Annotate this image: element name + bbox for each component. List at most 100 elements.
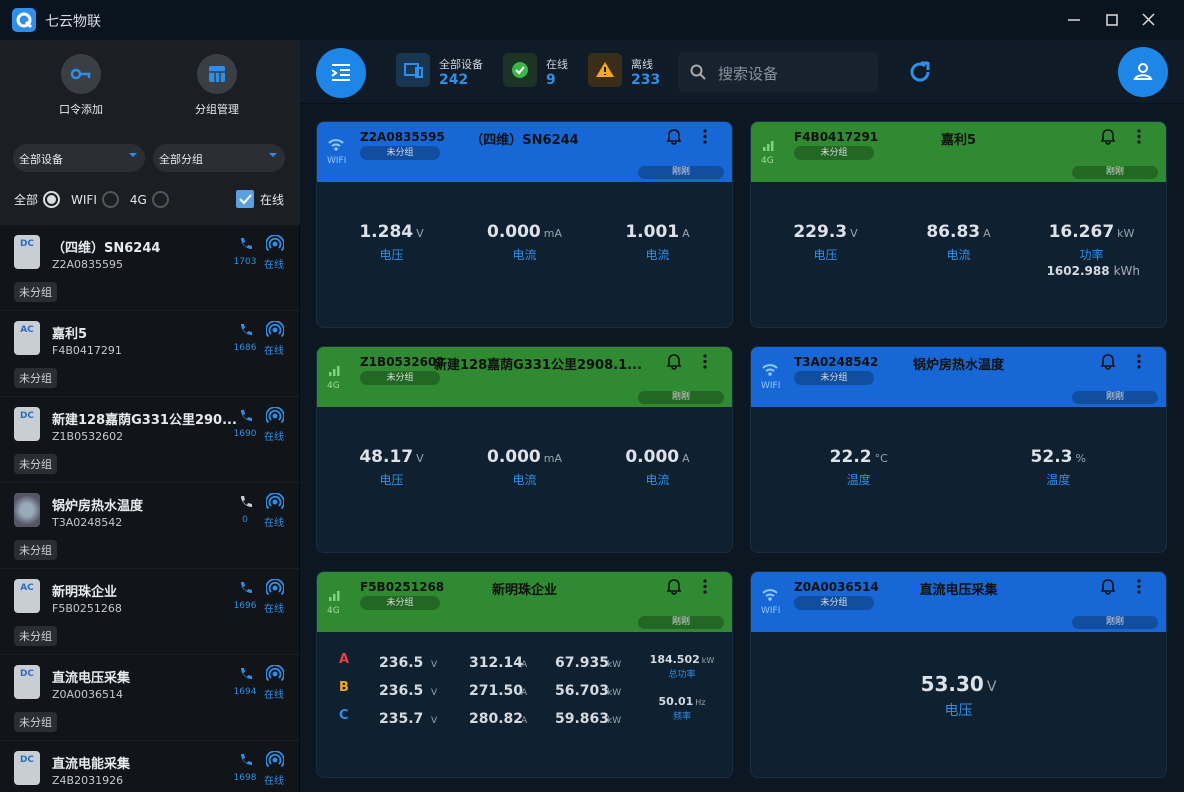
stat-value: 9 <box>546 72 556 88</box>
card-header: WIFI T3A0248542 锅炉房热水温度 未分组 刚刚 <box>751 347 1166 407</box>
network-label: WIFI <box>761 606 781 616</box>
online-checkbox[interactable]: 在线 <box>236 190 284 208</box>
device-name: 新明珠企业 <box>52 585 118 600</box>
metric-label: 电流 <box>512 248 537 262</box>
metric-value-line: 52.3% <box>959 447 1159 467</box>
metric-value: 53.30 <box>920 672 984 696</box>
group-filter[interactable]: 全部分组 <box>153 144 285 172</box>
card-body: 48.17 V 电压 0.000 mA 电流 0.000 A 电流 <box>317 407 732 552</box>
network-icon <box>327 587 345 607</box>
group-tag: 未分组 <box>14 454 57 474</box>
more-icon <box>702 353 708 374</box>
metric-label: 电压 <box>379 473 404 487</box>
call-icon <box>238 752 254 772</box>
summary-metric: 50.01 Hz 频率 <box>637 690 727 722</box>
metric: 229.3 V 电压 <box>759 222 892 263</box>
network-label: WIFI <box>327 156 347 166</box>
stat-label: 在线 <box>546 58 568 71</box>
device-name: 直流电能采集 <box>52 757 131 772</box>
network-icon <box>761 587 779 607</box>
refresh-button[interactable] <box>906 58 934 86</box>
metric-value: 1.001 <box>625 222 680 242</box>
metric-value: 52.3 <box>1030 447 1073 467</box>
device-id: Z2A0835595 <box>360 130 445 144</box>
radio[interactable] <box>151 191 169 208</box>
device-card[interactable]: 4G F5B0251268 新明珠企业 未分组 刚刚 A 236.5 V 312.14A 67.9… <box>316 571 733 778</box>
device-status: 在线 <box>264 260 284 271</box>
device-status: 在线 <box>264 346 284 357</box>
network-icon <box>327 137 345 157</box>
device-badge: AC <box>14 321 40 355</box>
search-box[interactable]: 搜索设备 <box>678 52 878 92</box>
group-manage-label[interactable]: 分组管理 <box>195 103 239 116</box>
metric-value-line: 48.17 V <box>325 447 458 467</box>
phase-value: 280.82A <box>469 708 551 727</box>
network-label: 4G <box>761 156 774 166</box>
call-icon <box>238 494 254 514</box>
unit: V <box>431 688 438 698</box>
device-id: F4B0417291 <box>794 130 879 144</box>
dropdown-arrow <box>269 153 277 161</box>
more-icon <box>1136 128 1142 149</box>
stat: 在线 9 <box>503 53 568 91</box>
device-item[interactable]: 锅炉房热水温度 T3A0248542 0 在线 未分组 <box>0 483 300 569</box>
device-id: F5B0251268 <box>52 602 122 615</box>
value: 236.5 <box>379 683 424 699</box>
device-id: Z4B2031926 <box>52 774 124 787</box>
metric: 1.284 V 电压 <box>325 222 458 263</box>
checkbox-label: 在线 <box>260 192 285 207</box>
stat-icon <box>396 53 430 91</box>
metric-value: 16.267 <box>1048 222 1115 242</box>
group-manage-icon[interactable] <box>197 54 237 94</box>
menu-toggle[interactable] <box>316 48 366 98</box>
device-item[interactable]: DC 直流电能采集 Z4B2031926 1698 在线 <box>0 741 300 792</box>
bell-icon <box>666 578 682 599</box>
device-item[interactable]: AC 嘉利5 F4B0417291 1686 在线 未分组 <box>0 311 300 397</box>
device-item[interactable]: DC 直流电压采集 Z0A0036514 1694 在线 未分组 <box>0 655 300 741</box>
device-item[interactable]: AC 新明珠企业 F5B0251268 1696 在线 未分组 <box>0 569 300 655</box>
device-card[interactable]: 4G F4B0417291 嘉利5 未分组 刚刚 229.3 V 电压 86.83 A 电流 16.2… <box>750 121 1167 328</box>
user-button[interactable] <box>1118 47 1168 97</box>
group-tag: 未分组 <box>14 626 57 646</box>
device-badge: AC <box>14 579 40 613</box>
password-add-icon[interactable] <box>61 54 101 94</box>
device-card[interactable]: WIFI Z0A0036514 直流电压采集 未分组 刚刚 53.30 V 电压 <box>750 571 1167 778</box>
device-card[interactable]: WIFI Z2A0835595 （四维）SN6244 未分组 刚刚 1.284 V 电压 0.0… <box>316 121 733 328</box>
more-icon <box>702 128 708 149</box>
device-card[interactable]: 4G Z1B0532602 新建128嘉荫G331公里2908.1... 未分组 刚刚 4… <box>316 346 733 553</box>
stat-value: 233 <box>631 72 661 88</box>
metric-unit: V <box>850 227 858 240</box>
bell-icon <box>1100 578 1116 599</box>
device-id: Z0A0036514 <box>52 688 124 701</box>
extra-value: 1602.988 <box>1046 264 1110 278</box>
radio[interactable] <box>101 191 119 208</box>
search-placeholder: 搜索设备 <box>718 65 779 83</box>
radio[interactable] <box>43 191 61 208</box>
device-item[interactable]: DC 新建128嘉荫G331公里290... Z1B0532602 1690 在线 未分组 <box>0 397 300 483</box>
device-name: 嘉利5 <box>52 327 88 342</box>
card-title: （四维）SN6244 <box>470 133 579 148</box>
window-controls[interactable] <box>1060 10 1170 30</box>
device-filter-text: 全部设备 <box>19 153 63 166</box>
phase-label: B <box>339 680 349 695</box>
update-time: 刚刚 <box>1072 166 1158 179</box>
device-id: T3A0248542 <box>52 516 123 529</box>
device-status: 在线 <box>264 518 284 529</box>
dropdown-arrow <box>129 153 137 161</box>
device-id: Z1B0532602 <box>52 430 124 443</box>
more-icon <box>702 578 708 599</box>
device-card[interactable]: WIFI T3A0248542 锅炉房热水温度 未分组 刚刚 22.2 °C 温度 52.3% 温… <box>750 346 1167 553</box>
call-icon <box>238 666 254 686</box>
password-add-label[interactable]: 口令添加 <box>59 103 103 116</box>
call-icon <box>238 408 254 428</box>
card-title: 新明珠企业 <box>491 583 557 598</box>
metric: 1.001 A 电流 <box>591 222 724 263</box>
radio-label: 全部 <box>14 193 39 207</box>
device-name: （四维）SN6244 <box>52 241 161 256</box>
call-icon <box>238 322 254 342</box>
update-time: 刚刚 <box>638 616 724 629</box>
device-item[interactable]: DC （四维）SN6244 Z2A0835595 1703 在线 未分组 <box>0 225 300 311</box>
metric: 86.83 A 电流 <box>892 222 1025 263</box>
device-filter[interactable]: 全部设备 <box>13 144 145 172</box>
